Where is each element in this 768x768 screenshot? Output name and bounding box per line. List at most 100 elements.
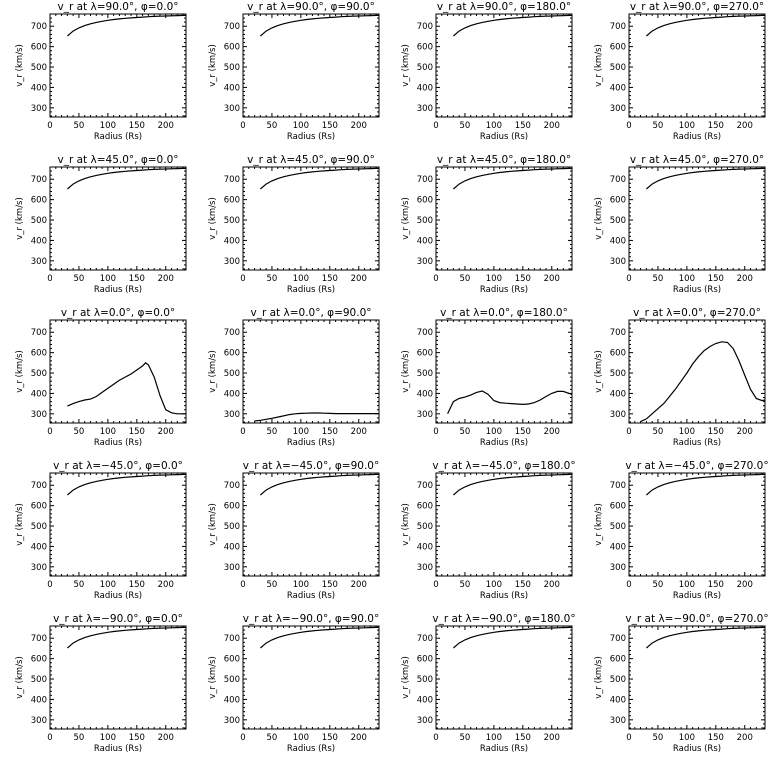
x-tick-label: 0 bbox=[626, 121, 631, 131]
x-tick-label: 50 bbox=[653, 733, 664, 743]
x-tick-label: 100 bbox=[293, 274, 309, 284]
x-tick-label: 0 bbox=[626, 427, 631, 437]
chart-title: v_r at λ=−90.0°, φ=270.0° bbox=[625, 613, 768, 625]
y-tick-label: 300 bbox=[610, 716, 626, 726]
y-tick-label: 500 bbox=[610, 63, 626, 73]
x-tick-label: 200 bbox=[158, 427, 174, 437]
x-tick-label: 0 bbox=[47, 427, 52, 437]
chart-svg: v_r at λ=90.0°, φ=0.0° 0 50 100 150 200 300 400… bbox=[15, 1, 187, 142]
x-tick-label: 50 bbox=[653, 274, 664, 284]
y-tick-label: 700 bbox=[417, 481, 433, 491]
y-tick-label: 600 bbox=[417, 349, 433, 359]
chart-title: v_r at λ=0.0°, φ=270.0° bbox=[633, 307, 761, 319]
chart-svg: v_r at λ=0.0°, φ=90.0° 0 50 100 150 200 300 400… bbox=[208, 307, 380, 448]
x-tick-label: 150 bbox=[515, 580, 531, 590]
chart-svg: v_r at λ=45.0°, φ=270.0° 0 50 100 150 200 300 4… bbox=[594, 154, 766, 295]
chart-panel: v_r at λ=90.0°, φ=270.0° 0 50 100 150 200 300 4… bbox=[579, 0, 768, 152]
plot-frame bbox=[49, 625, 187, 730]
x-tick-label: 50 bbox=[460, 274, 471, 284]
y-tick-label: 700 bbox=[224, 175, 240, 185]
chart-panel: v_r at λ=90.0°, φ=0.0° 0 50 100 150 200 300 400… bbox=[0, 0, 190, 152]
series-line bbox=[67, 473, 186, 496]
y-axis-label: v_r (km/s) bbox=[208, 44, 218, 87]
chart-panel: v_r at λ=−45.0°, φ=90.0° 0 50 100 150 200 300 4… bbox=[193, 459, 383, 611]
x-tick-label: 100 bbox=[679, 733, 695, 743]
chart-title: v_r at λ=−90.0°, φ=0.0° bbox=[53, 613, 183, 625]
y-tick-label: 400 bbox=[224, 236, 240, 246]
x-tick-label: 0 bbox=[240, 580, 245, 590]
chart-svg: v_r at λ=−90.0°, φ=180.0° 0 50 100 150 200 300… bbox=[401, 613, 576, 754]
y-tick-label: 400 bbox=[610, 389, 626, 399]
chart-svg: v_r at λ=0.0°, φ=270.0° 0 50 100 150 200 300 40… bbox=[594, 307, 766, 448]
x-axis-label: Radius (Rs) bbox=[480, 591, 528, 601]
chart-svg: v_r at λ=−45.0°, φ=90.0° 0 50 100 150 200 300 4… bbox=[208, 460, 380, 601]
x-tick-label: 100 bbox=[679, 121, 695, 131]
y-tick-label: 300 bbox=[610, 563, 626, 573]
x-tick-label: 100 bbox=[486, 427, 502, 437]
x-tick-label: 50 bbox=[267, 121, 278, 131]
x-tick-label: 50 bbox=[267, 274, 278, 284]
x-axis-label: Radius (Rs) bbox=[94, 285, 142, 295]
x-tick-label: 200 bbox=[158, 733, 174, 743]
x-tick-label: 100 bbox=[679, 580, 695, 590]
plot-frame bbox=[49, 166, 187, 271]
y-tick-label: 500 bbox=[417, 216, 433, 226]
chart-panel: v_r at λ=−45.0°, φ=270.0° 0 50 100 150 200 300… bbox=[579, 459, 768, 611]
series-line bbox=[646, 473, 765, 496]
x-tick-label: 200 bbox=[737, 580, 753, 590]
x-tick-label: 100 bbox=[486, 580, 502, 590]
plot-frame bbox=[435, 13, 573, 118]
x-tick-label: 0 bbox=[433, 427, 438, 437]
x-axis-label: Radius (Rs) bbox=[94, 132, 142, 142]
y-tick-label: 400 bbox=[224, 83, 240, 93]
x-tick-label: 200 bbox=[351, 121, 367, 131]
plot-frame bbox=[242, 166, 380, 271]
x-axis-label: Radius (Rs) bbox=[94, 591, 142, 601]
y-tick-label: 400 bbox=[31, 389, 47, 399]
y-tick-label: 300 bbox=[31, 257, 47, 267]
y-axis-label: v_r (km/s) bbox=[15, 503, 25, 546]
y-tick-label: 400 bbox=[417, 83, 433, 93]
chart-svg: v_r at λ=45.0°, φ=180.0° 0 50 100 150 200 300 4… bbox=[401, 154, 573, 295]
y-axis-label: v_r (km/s) bbox=[401, 350, 411, 393]
y-tick-label: 600 bbox=[224, 502, 240, 512]
chart-title: v_r at λ=90.0°, φ=0.0° bbox=[58, 1, 179, 13]
y-tick-label: 600 bbox=[224, 43, 240, 53]
chart-svg: v_r at λ=−45.0°, φ=270.0° 0 50 100 150 200 300… bbox=[594, 460, 768, 601]
y-tick-label: 600 bbox=[224, 196, 240, 206]
y-tick-label: 500 bbox=[610, 522, 626, 532]
x-tick-label: 200 bbox=[737, 733, 753, 743]
series-line bbox=[453, 473, 572, 496]
x-tick-label: 0 bbox=[47, 274, 52, 284]
plot-frame bbox=[49, 472, 187, 577]
x-tick-label: 150 bbox=[515, 121, 531, 131]
y-tick-label: 600 bbox=[224, 655, 240, 665]
y-tick-label: 700 bbox=[417, 175, 433, 185]
x-axis-label: Radius (Rs) bbox=[673, 285, 721, 295]
chart-title: v_r at λ=90.0°, φ=90.0° bbox=[247, 1, 375, 13]
x-tick-label: 100 bbox=[486, 733, 502, 743]
y-tick-label: 400 bbox=[31, 83, 47, 93]
plot-frame bbox=[242, 13, 380, 118]
chart-panel: v_r at λ=45.0°, φ=180.0° 0 50 100 150 200 300 4… bbox=[386, 153, 576, 305]
chart-svg: v_r at λ=45.0°, φ=90.0° 0 50 100 150 200 300 40… bbox=[208, 154, 380, 295]
x-tick-label: 100 bbox=[100, 580, 116, 590]
y-tick-label: 400 bbox=[224, 542, 240, 552]
series-line bbox=[453, 167, 572, 190]
chart-title: v_r at λ=90.0°, φ=270.0° bbox=[630, 1, 764, 13]
y-tick-label: 700 bbox=[31, 22, 47, 32]
x-tick-label: 100 bbox=[100, 274, 116, 284]
chart-panel: v_r at λ=−90.0°, φ=0.0° 0 50 100 150 200 300 40… bbox=[0, 612, 190, 764]
series-line bbox=[67, 167, 186, 190]
x-axis-label: Radius (Rs) bbox=[673, 744, 721, 754]
chart-title: v_r at λ=0.0°, φ=180.0° bbox=[440, 307, 568, 319]
x-tick-label: 100 bbox=[486, 274, 502, 284]
x-tick-label: 50 bbox=[267, 580, 278, 590]
y-tick-label: 700 bbox=[610, 481, 626, 491]
chart-svg: v_r at λ=90.0°, φ=270.0° 0 50 100 150 200 300 4… bbox=[594, 1, 766, 142]
series-line bbox=[260, 167, 379, 190]
x-tick-label: 200 bbox=[158, 274, 174, 284]
y-tick-label: 500 bbox=[224, 369, 240, 379]
y-tick-label: 300 bbox=[417, 410, 433, 420]
